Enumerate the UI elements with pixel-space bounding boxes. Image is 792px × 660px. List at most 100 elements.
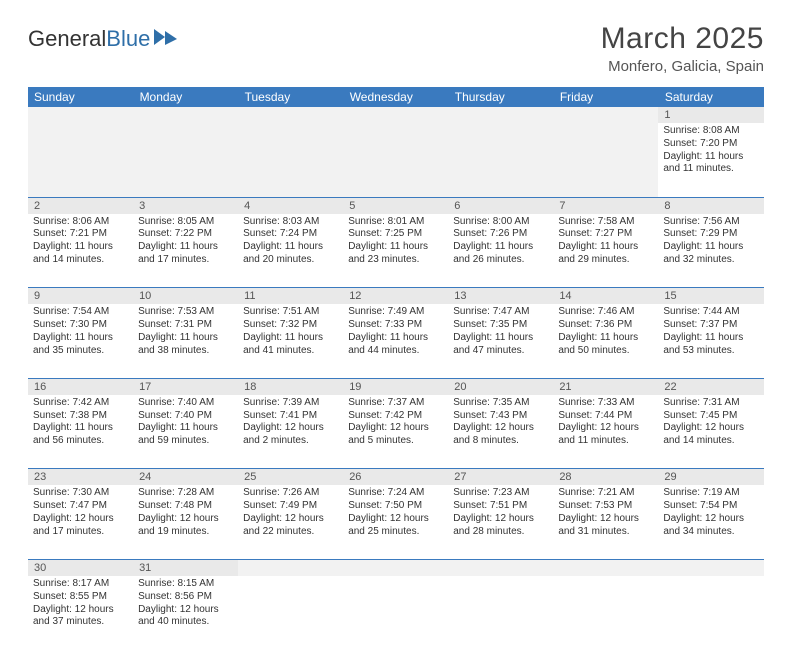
- day-number-cell: 31: [133, 559, 238, 576]
- day-number-cell: 4: [238, 197, 343, 214]
- day-data-cell: Sunrise: 7:42 AMSunset: 7:38 PMDaylight:…: [28, 395, 133, 469]
- logo: GeneralBlue: [28, 22, 179, 52]
- day-number-cell: 3: [133, 197, 238, 214]
- day-data-row: Sunrise: 7:42 AMSunset: 7:38 PMDaylight:…: [28, 395, 764, 469]
- day-data-cell: [553, 123, 658, 197]
- day-data-cell: Sunrise: 7:40 AMSunset: 7:40 PMDaylight:…: [133, 395, 238, 469]
- day-data-cell: [238, 123, 343, 197]
- day-number-row: 1: [28, 107, 764, 123]
- day-number-cell: 28: [553, 469, 658, 486]
- day-data-cell: Sunrise: 7:44 AMSunset: 7:37 PMDaylight:…: [658, 304, 763, 378]
- day-data-cell: Sunrise: 7:28 AMSunset: 7:48 PMDaylight:…: [133, 485, 238, 559]
- day-data-cell: Sunrise: 8:03 AMSunset: 7:24 PMDaylight:…: [238, 214, 343, 288]
- day-number-cell: 16: [28, 378, 133, 395]
- day-number-cell: [238, 559, 343, 576]
- day-data-cell: Sunrise: 7:54 AMSunset: 7:30 PMDaylight:…: [28, 304, 133, 378]
- day-number-row: 3031: [28, 559, 764, 576]
- day-number-cell: [448, 559, 553, 576]
- day-number-cell: 6: [448, 197, 553, 214]
- day-number-cell: [553, 107, 658, 123]
- day-data-cell: Sunrise: 8:01 AMSunset: 7:25 PMDaylight:…: [343, 214, 448, 288]
- day-number-cell: 2: [28, 197, 133, 214]
- day-data-cell: [28, 123, 133, 197]
- day-data-cell: Sunrise: 7:33 AMSunset: 7:44 PMDaylight:…: [553, 395, 658, 469]
- day-data-cell: Sunrise: 8:00 AMSunset: 7:26 PMDaylight:…: [448, 214, 553, 288]
- day-data-cell: Sunrise: 8:05 AMSunset: 7:22 PMDaylight:…: [133, 214, 238, 288]
- day-data-cell: [343, 123, 448, 197]
- day-data-cell: [238, 576, 343, 650]
- day-data-cell: [448, 123, 553, 197]
- day-data-row: Sunrise: 7:54 AMSunset: 7:30 PMDaylight:…: [28, 304, 764, 378]
- weekday-header: Monday: [133, 87, 238, 107]
- day-data-cell: Sunrise: 7:23 AMSunset: 7:51 PMDaylight:…: [448, 485, 553, 559]
- day-data-cell: Sunrise: 7:31 AMSunset: 7:45 PMDaylight:…: [658, 395, 763, 469]
- day-data-cell: Sunrise: 7:26 AMSunset: 7:49 PMDaylight:…: [238, 485, 343, 559]
- day-number-cell: [238, 107, 343, 123]
- day-data-cell: [448, 576, 553, 650]
- day-number-cell: 11: [238, 288, 343, 305]
- weekday-header: Thursday: [448, 87, 553, 107]
- calendar-table: Sunday Monday Tuesday Wednesday Thursday…: [28, 87, 764, 650]
- weekday-header: Wednesday: [343, 87, 448, 107]
- day-number-cell: 1: [658, 107, 763, 123]
- day-data-cell: Sunrise: 8:08 AMSunset: 7:20 PMDaylight:…: [658, 123, 763, 197]
- day-data-cell: Sunrise: 7:58 AMSunset: 7:27 PMDaylight:…: [553, 214, 658, 288]
- day-number-cell: 14: [553, 288, 658, 305]
- day-data-cell: Sunrise: 7:37 AMSunset: 7:42 PMDaylight:…: [343, 395, 448, 469]
- day-data-cell: Sunrise: 7:21 AMSunset: 7:53 PMDaylight:…: [553, 485, 658, 559]
- weekday-header: Saturday: [658, 87, 763, 107]
- day-number-cell: 23: [28, 469, 133, 486]
- logo-flag-icon: [153, 27, 179, 47]
- day-data-cell: Sunrise: 7:46 AMSunset: 7:36 PMDaylight:…: [553, 304, 658, 378]
- day-data-cell: Sunrise: 8:17 AMSunset: 8:55 PMDaylight:…: [28, 576, 133, 650]
- day-number-cell: [343, 559, 448, 576]
- day-data-cell: Sunrise: 7:49 AMSunset: 7:33 PMDaylight:…: [343, 304, 448, 378]
- day-data-cell: Sunrise: 7:24 AMSunset: 7:50 PMDaylight:…: [343, 485, 448, 559]
- page-title: March 2025: [601, 22, 764, 56]
- day-number-cell: 15: [658, 288, 763, 305]
- day-data-cell: Sunrise: 7:19 AMSunset: 7:54 PMDaylight:…: [658, 485, 763, 559]
- day-data-cell: Sunrise: 7:39 AMSunset: 7:41 PMDaylight:…: [238, 395, 343, 469]
- day-data-cell: Sunrise: 8:15 AMSunset: 8:56 PMDaylight:…: [133, 576, 238, 650]
- page-subtitle: Monfero, Galicia, Spain: [601, 58, 764, 75]
- day-number-cell: [448, 107, 553, 123]
- weekday-header: Friday: [553, 87, 658, 107]
- day-data-row: Sunrise: 8:08 AMSunset: 7:20 PMDaylight:…: [28, 123, 764, 197]
- day-number-cell: 27: [448, 469, 553, 486]
- day-number-cell: 26: [343, 469, 448, 486]
- logo-text-2: Blue: [106, 26, 150, 52]
- day-number-cell: 25: [238, 469, 343, 486]
- day-number-cell: 19: [343, 378, 448, 395]
- day-number-cell: 5: [343, 197, 448, 214]
- day-number-cell: 21: [553, 378, 658, 395]
- day-data-cell: [658, 576, 763, 650]
- day-number-cell: 8: [658, 197, 763, 214]
- day-number-cell: 12: [343, 288, 448, 305]
- day-number-cell: [343, 107, 448, 123]
- day-data-cell: Sunrise: 7:53 AMSunset: 7:31 PMDaylight:…: [133, 304, 238, 378]
- day-number-cell: 29: [658, 469, 763, 486]
- day-data-cell: Sunrise: 7:56 AMSunset: 7:29 PMDaylight:…: [658, 214, 763, 288]
- day-number-row: 9101112131415: [28, 288, 764, 305]
- day-number-cell: 20: [448, 378, 553, 395]
- logo-text-1: General: [28, 26, 106, 52]
- day-data-cell: Sunrise: 8:06 AMSunset: 7:21 PMDaylight:…: [28, 214, 133, 288]
- day-data-cell: Sunrise: 7:30 AMSunset: 7:47 PMDaylight:…: [28, 485, 133, 559]
- weekday-header: Tuesday: [238, 87, 343, 107]
- header: GeneralBlue March 2025 Monfero, Galicia,…: [28, 22, 764, 75]
- day-data-cell: Sunrise: 7:35 AMSunset: 7:43 PMDaylight:…: [448, 395, 553, 469]
- day-data-row: Sunrise: 8:17 AMSunset: 8:55 PMDaylight:…: [28, 576, 764, 650]
- day-number-cell: 13: [448, 288, 553, 305]
- day-number-cell: [553, 559, 658, 576]
- day-number-cell: 7: [553, 197, 658, 214]
- day-number-cell: 18: [238, 378, 343, 395]
- day-data-row: Sunrise: 7:30 AMSunset: 7:47 PMDaylight:…: [28, 485, 764, 559]
- day-data-cell: [343, 576, 448, 650]
- day-number-cell: [133, 107, 238, 123]
- day-data-cell: [553, 576, 658, 650]
- weekday-header-row: Sunday Monday Tuesday Wednesday Thursday…: [28, 87, 764, 107]
- day-number-cell: 22: [658, 378, 763, 395]
- day-number-cell: [658, 559, 763, 576]
- day-number-cell: 10: [133, 288, 238, 305]
- day-number-row: 2345678: [28, 197, 764, 214]
